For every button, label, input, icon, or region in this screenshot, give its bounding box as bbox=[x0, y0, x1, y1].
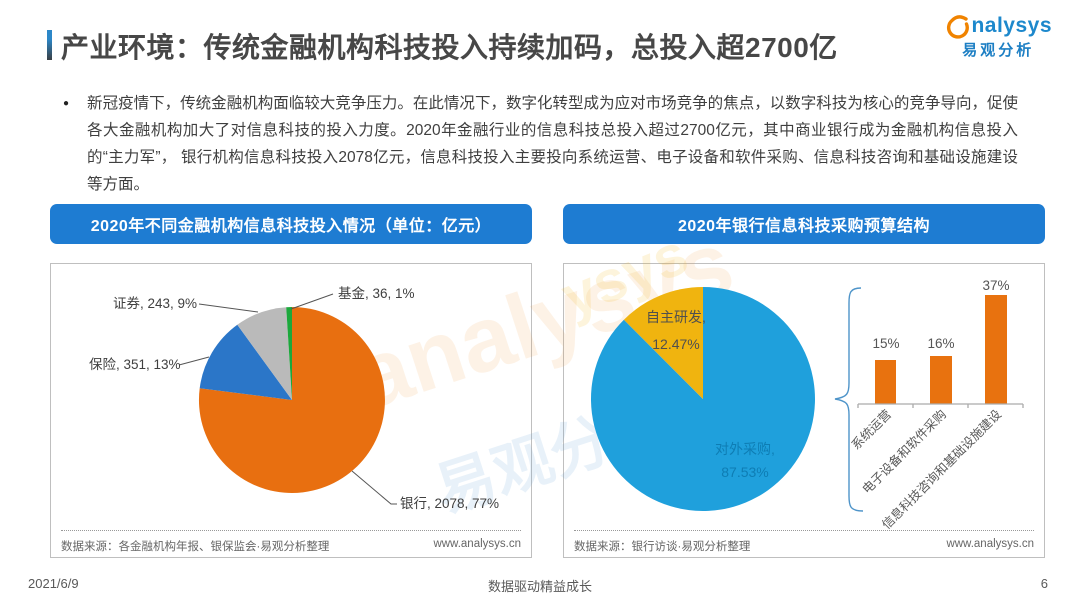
pie-label-bank: 银行, 2078, 77% bbox=[400, 496, 499, 511]
leader-line-securities bbox=[198, 303, 259, 313]
bar-consulting-infra bbox=[985, 295, 1007, 404]
leader-line-bank bbox=[351, 470, 397, 505]
left-chart-panel: 基金, 36, 1% 证券, 243, 9% 保险, 351, 13% 银行, … bbox=[50, 263, 532, 558]
leader-line-fund bbox=[290, 293, 334, 310]
pie-label-self-dev-value: 12.47% bbox=[652, 336, 699, 352]
pie-label-outsourced-value: 87.53% bbox=[721, 464, 768, 480]
brace-icon bbox=[834, 287, 864, 512]
logo-brand-text: nalysys bbox=[971, 14, 1052, 37]
pie-slice-fund bbox=[286, 307, 292, 400]
footer-date: 2021/6/9 bbox=[28, 576, 79, 591]
right-chart-title: 2020年银行信息科技采购预算结构 bbox=[563, 204, 1045, 244]
bar-hardware-software bbox=[930, 356, 952, 404]
logo-cn-text: 易观分析 bbox=[962, 42, 1035, 59]
pie-label-securities: 证券, 243, 9% bbox=[113, 296, 197, 311]
left-pie-chart: 基金, 36, 1% 证券, 243, 9% 保险, 351, 13% 银行, … bbox=[89, 285, 499, 511]
left-source-text: 数据来源：各金融机构年报、银保监会·易观分析整理 bbox=[61, 541, 330, 553]
pie-slice-bank bbox=[198, 307, 385, 493]
left-chart-title: 2020年不同金融机构信息科技投入情况（单位：亿元） bbox=[50, 204, 532, 244]
left-source-url: www.analysys.cn bbox=[433, 538, 521, 550]
bar-category-3: 信息科技咨询和基础设施建设 bbox=[879, 406, 1005, 532]
pie-slice-securities bbox=[237, 307, 292, 400]
intro-paragraph: 新冠疫情下，传统金融机构面临较大竞争压力。在此情况下，数字化转型成为应对市场竞争… bbox=[87, 95, 1018, 193]
title-accent-bar bbox=[47, 30, 52, 60]
pie-label-self-dev-name: 自主研发, bbox=[646, 309, 706, 325]
pie-label-insurance: 保险, 351, 13% bbox=[89, 357, 181, 372]
brand-logo: nalysys 易观分析 bbox=[944, 12, 1052, 58]
right-source-text: 数据来源：银行访谈·易观分析整理 bbox=[574, 541, 751, 553]
bar-axis bbox=[857, 403, 1024, 408]
left-source-row: 数据来源：各金融机构年报、银保监会·易观分析整理 www.analysys.cn bbox=[61, 530, 521, 554]
right-chart-panel: 自主研发, 12.47% 对外采购, 87.53% 15% 16% 37% 系统… bbox=[563, 263, 1045, 558]
right-pie-bar-chart: 自主研发, 12.47% 对外采购, 87.53% 15% 16% 37% 系统… bbox=[590, 278, 1024, 532]
footer-page-number: 6 bbox=[1040, 576, 1048, 591]
page-title: 产业环境：传统金融机构科技投入持续加码，总投入超2700亿 bbox=[61, 32, 838, 63]
bar-value-3: 37% bbox=[982, 278, 1009, 293]
intro-block: ● 新冠疫情下，传统金融机构面临较大竞争压力。在此情况下，数字化转型成为应对市场… bbox=[63, 90, 1018, 198]
pie-slice-outsourced bbox=[590, 287, 815, 511]
bullet-icon: ● bbox=[63, 98, 70, 109]
leader-line-insurance bbox=[178, 356, 210, 366]
logo-a-icon bbox=[947, 15, 970, 39]
bar-system-ops bbox=[875, 360, 896, 404]
slide-header: 产业环境：传统金融机构科技投入持续加码，总投入超2700亿 bbox=[47, 26, 1047, 66]
pie-slice-self-dev bbox=[623, 287, 703, 399]
footer-slogan: 数据驱动精益成长 bbox=[487, 579, 592, 594]
bar-value-2: 16% bbox=[927, 336, 954, 351]
pie-slice-insurance bbox=[199, 324, 292, 400]
bar-category-1: 系统运营 bbox=[849, 407, 894, 452]
slide-footer: 2021/6/9 数据驱动精益成长 6 bbox=[0, 576, 1080, 600]
right-source-url: www.analysys.cn bbox=[946, 538, 1034, 550]
right-source-row: 数据来源：银行访谈·易观分析整理 www.analysys.cn bbox=[574, 530, 1034, 554]
pie-label-outsourced-name: 对外采购, bbox=[715, 441, 775, 457]
pie-label-fund: 基金, 36, 1% bbox=[338, 285, 415, 301]
bar-value-1: 15% bbox=[872, 336, 899, 351]
